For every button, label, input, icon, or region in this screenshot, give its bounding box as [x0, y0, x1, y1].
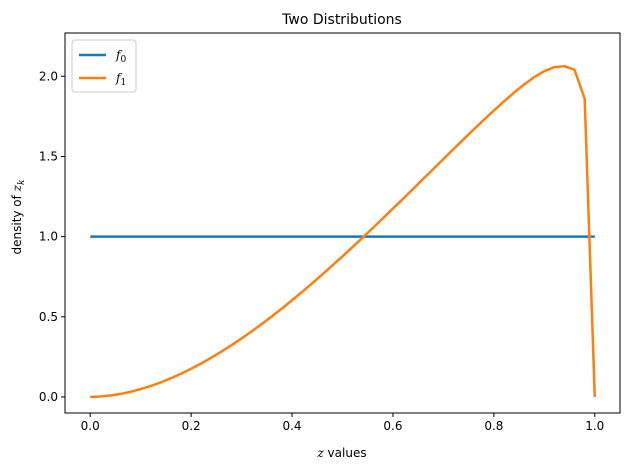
- axes-layer: 0.0 0.2 0.4 0.6 0.8 1.0 0.0 0.5 1.0 1.5 2.0: [39, 32, 621, 433]
- chart-title: Two Distributions: [281, 12, 402, 28]
- legend-label-base: f: [115, 48, 123, 62]
- legend-label-base: f: [115, 71, 123, 85]
- legend-label-f1: f1: [115, 71, 126, 88]
- axes-frame: [64, 32, 621, 414]
- y-tick-label: 0.0: [39, 390, 58, 404]
- legend-box: [71, 39, 137, 93]
- x-axis-label-var: z: [316, 446, 324, 460]
- series-line-f1: [90, 64, 597, 399]
- x-axis-label: z values: [316, 446, 366, 460]
- x-tick-label: 0.8: [484, 419, 503, 433]
- y-tick-label: 0.5: [39, 310, 58, 324]
- legend-label-sub: 1: [120, 78, 126, 88]
- x-tick-label: 0.4: [282, 419, 301, 433]
- y-tick-label: 2.0: [39, 69, 58, 83]
- y-tick-label: 1.5: [39, 149, 58, 163]
- x-tick-label: 0.0: [81, 419, 100, 433]
- y-axis-label-text: density of: [10, 191, 24, 254]
- x-tick-label: 1.0: [585, 419, 604, 433]
- y-axis-label-sub: k: [17, 180, 27, 185]
- legend-label-f0: f0: [115, 48, 126, 65]
- x-axis-label-text: values: [324, 446, 367, 460]
- x-tick-label: 0.6: [383, 419, 402, 433]
- y-tick-label: 1.0: [39, 230, 58, 244]
- y-axis-label: density of zk: [10, 180, 27, 255]
- legend-label-sub: 0: [120, 55, 126, 65]
- y-axis-label-var: z: [10, 184, 24, 192]
- series-layer: [90, 64, 597, 399]
- x-tick-label: 0.2: [182, 419, 201, 433]
